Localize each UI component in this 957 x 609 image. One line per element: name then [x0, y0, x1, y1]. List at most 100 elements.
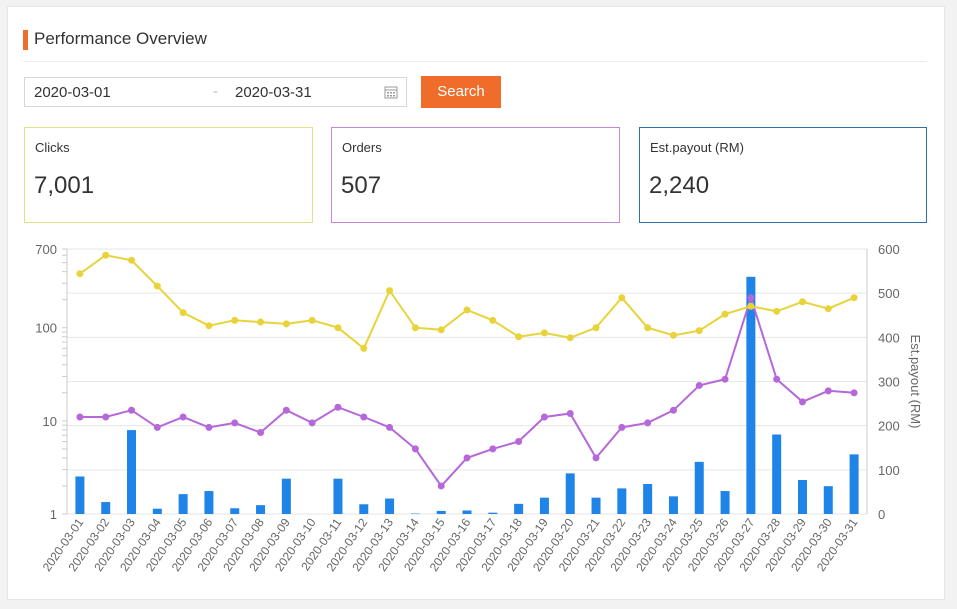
clicks-point: [76, 270, 84, 278]
search-button[interactable]: Search: [421, 76, 501, 108]
performance-panel: Performance Overview - Search Clicks 7,0…: [7, 6, 945, 600]
performance-chart: 0 100 200 300 400 500 600 1 10 100 700 Est.payout (…: [35, 242, 923, 574]
calendar-icon[interactable]: [384, 85, 398, 99]
clicks-point: [308, 316, 316, 324]
clicks-point: [540, 329, 548, 337]
payout-bar: [720, 491, 730, 514]
payout-bar: [204, 491, 214, 514]
date-range-picker[interactable]: -: [24, 77, 407, 107]
clicks-point: [231, 316, 239, 324]
payout-bar: [436, 510, 446, 514]
right-tick-label: 600: [878, 242, 900, 257]
payout-bar: [178, 494, 188, 514]
payout-bar: [772, 434, 782, 514]
orders-point: [205, 423, 213, 431]
orders-point: [850, 389, 858, 397]
left-tick-label: 1: [50, 507, 57, 522]
clicks-point: [205, 322, 213, 330]
right-tick-label: 300: [878, 375, 900, 390]
clicks-point: [128, 256, 136, 264]
right-tick-label: 400: [878, 330, 900, 345]
orders-label: Orders: [342, 140, 382, 155]
right-tick-label: 0: [878, 507, 885, 522]
right-tick-label: 500: [878, 286, 900, 301]
payout-bar: [359, 504, 369, 514]
start-date-input[interactable]: [34, 82, 184, 102]
payout-bar: [101, 502, 111, 514]
orders-point: [437, 482, 445, 490]
right-tick-label: 100: [878, 463, 900, 478]
payout-bar: [488, 512, 498, 514]
clicks-point: [566, 334, 574, 342]
clicks-point: [282, 320, 290, 328]
payout-bar: [230, 508, 240, 514]
payout-bar: [462, 510, 472, 514]
payout-bar: [256, 505, 266, 514]
orders-point: [386, 423, 394, 431]
payout-bar: [514, 503, 524, 514]
clicks-point: [360, 344, 368, 352]
page-title: Performance Overview: [34, 29, 207, 48]
orders-point: [179, 413, 187, 421]
clicks-point: [850, 294, 858, 302]
clicks-point: [489, 316, 497, 324]
title-accent-bar: [23, 30, 28, 50]
orders-point: [618, 423, 626, 431]
clicks-point: [153, 282, 161, 290]
orders-point: [231, 419, 239, 427]
orders-point: [76, 413, 84, 421]
orders-point: [257, 428, 265, 436]
clicks-card: Clicks 7,001: [24, 127, 313, 223]
orders-card: Orders 507: [331, 127, 620, 223]
orders-point: [360, 413, 368, 421]
clicks-point: [411, 324, 419, 332]
orders-point: [334, 403, 342, 411]
orders-point: [644, 419, 652, 427]
clicks-point: [257, 318, 265, 326]
orders-point: [721, 375, 729, 383]
clicks-point: [334, 324, 342, 332]
clicks-value: 7,001: [34, 172, 95, 199]
payout-bar: [849, 454, 859, 514]
orders-point: [489, 445, 497, 453]
orders-point: [747, 294, 755, 302]
payout-value: 2,240: [649, 172, 710, 199]
title-divider: [23, 61, 927, 62]
orders-value: 507: [341, 172, 382, 199]
payout-card: Est.payout (RM) 2,240: [639, 127, 927, 223]
clicks-point: [592, 324, 600, 332]
payout-bar: [539, 497, 549, 514]
payout-bar: [694, 461, 704, 514]
payout-label: Est.payout (RM): [650, 140, 744, 155]
payout-bar: [75, 476, 85, 514]
left-tick-label: 100: [35, 321, 57, 336]
right-tick-label: 200: [878, 419, 900, 434]
clicks-point: [773, 307, 781, 315]
clicks-line: [79, 254, 855, 350]
clicks-point: [515, 333, 523, 341]
clicks-point: [179, 309, 187, 317]
left-tick-label: 700: [35, 242, 57, 257]
clicks-point: [463, 306, 471, 314]
orders-point: [411, 445, 419, 453]
clicks-point: [721, 310, 729, 318]
orders-point: [592, 454, 600, 462]
orders-point: [824, 387, 832, 395]
payout-bar: [617, 488, 627, 514]
orders-point: [153, 423, 161, 431]
orders-point: [102, 413, 110, 421]
orders-point: [515, 438, 523, 446]
payout-bar: [385, 498, 395, 514]
clicks-point: [695, 327, 703, 335]
clicks-point: [747, 302, 755, 310]
payout-bar: [565, 473, 575, 514]
clicks-point: [102, 251, 110, 259]
payout-bar: [152, 508, 162, 514]
end-date-input[interactable]: [235, 82, 365, 102]
orders-point: [282, 406, 290, 414]
orders-point: [695, 381, 703, 389]
payout-bar: [797, 479, 807, 514]
orders-point: [773, 375, 781, 383]
right-axis-title: Est.payout (RM): [908, 335, 923, 429]
orders-point: [540, 413, 548, 421]
